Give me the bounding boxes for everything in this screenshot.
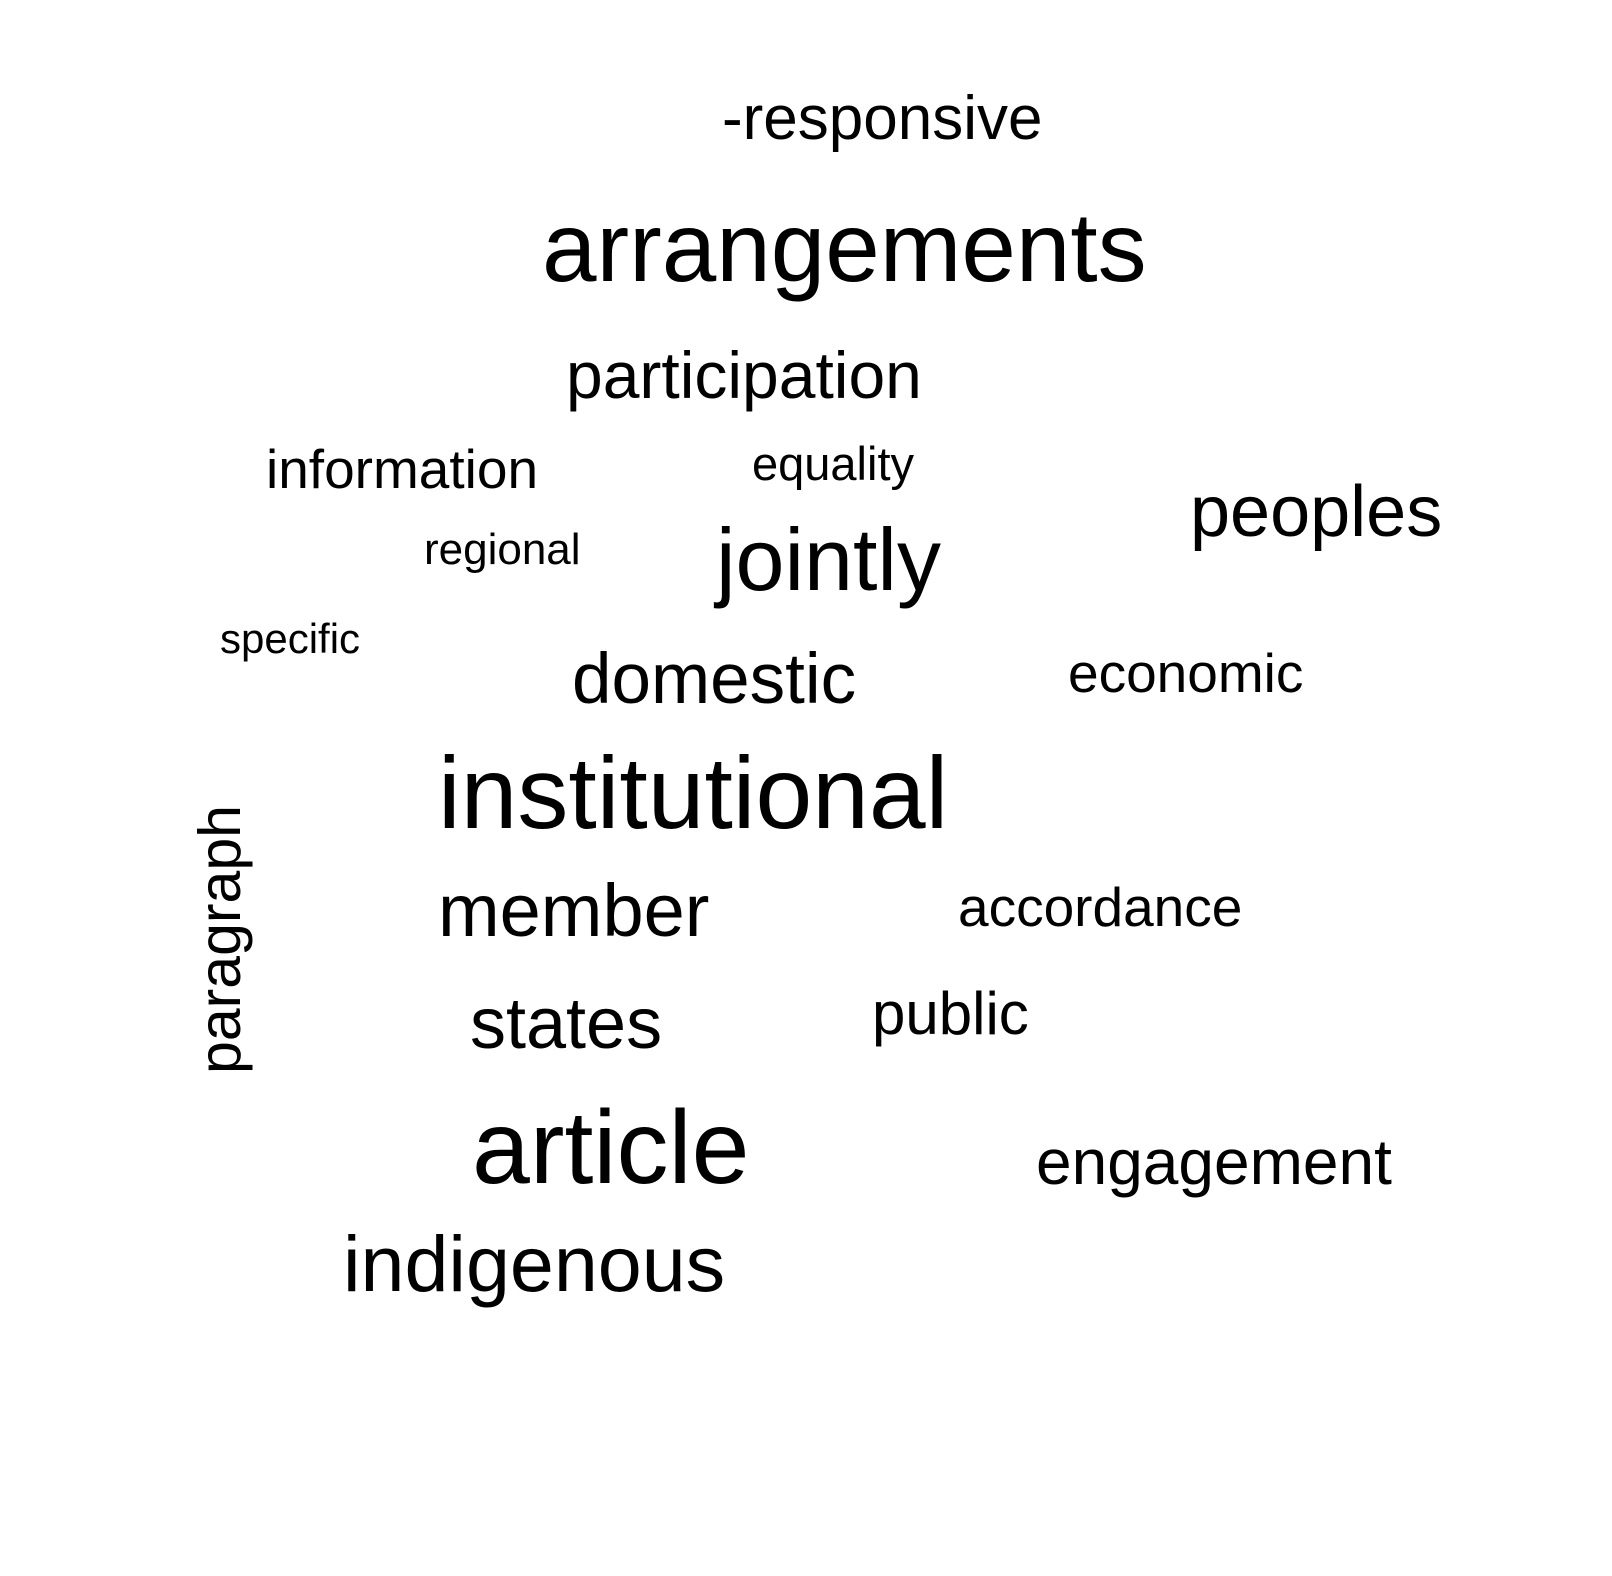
word-indigenous: indigenous — [343, 1219, 726, 1308]
word-peoples: peoples — [1190, 472, 1443, 552]
word-states: states — [470, 984, 663, 1064]
word-economic: economic — [1068, 642, 1304, 704]
word-equality: equality — [752, 437, 914, 490]
word-institutional: institutional — [438, 736, 949, 850]
word-domestic: domestic — [572, 640, 857, 719]
word-participation: participation — [566, 338, 922, 412]
word-engagement: engagement — [1036, 1126, 1392, 1198]
word-arrangements: arrangements — [542, 192, 1147, 302]
word-regional: regional — [424, 525, 581, 574]
word-paragraph: paragraph — [187, 805, 253, 1074]
word-public: public — [872, 980, 1029, 1047]
word-article: article — [472, 1090, 750, 1206]
word-accordance: accordance — [958, 876, 1243, 938]
word-jointly: jointly — [716, 510, 941, 609]
word-information: information — [266, 438, 539, 500]
word-specific: specific — [220, 615, 361, 662]
word-responsive: -responsive — [722, 84, 1043, 153]
word-member: member — [438, 869, 710, 952]
